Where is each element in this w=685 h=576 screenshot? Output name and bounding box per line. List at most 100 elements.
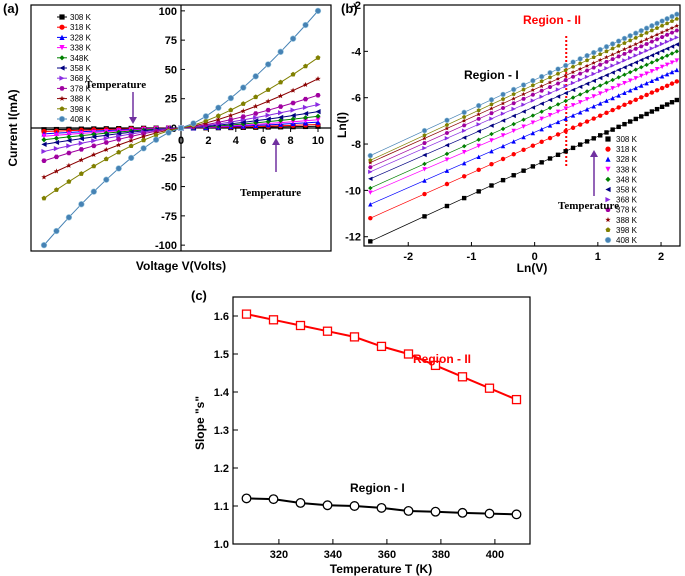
panel-b-data-point — [577, 100, 583, 105]
panel-b-region-i-label: Region - I — [464, 68, 519, 82]
panel-c-region-ii-point — [295, 320, 306, 331]
panel-b-data-point — [664, 62, 670, 68]
panel-a-legend-label: 378 K — [70, 84, 92, 93]
panel-b-data-point — [368, 185, 373, 191]
panel-b-data-point — [639, 57, 644, 63]
panel-b-data-point — [604, 54, 609, 60]
panel-b-data-point — [616, 49, 621, 54]
panel-b-data-point — [591, 86, 596, 91]
panel-a-data-point — [278, 104, 284, 109]
panel-b-data-point — [654, 66, 660, 72]
panel-a-data-point — [66, 162, 72, 168]
panel-a-data-point — [78, 140, 84, 146]
panel-b-data-point — [674, 67, 680, 73]
panel-a-data-point — [253, 115, 259, 121]
panel-a-legend-marker — [59, 65, 65, 71]
panel-a-data-point — [265, 87, 271, 92]
panel-a-data-point — [152, 136, 160, 143]
panel-b-data-point — [659, 35, 665, 39]
panel-a-data-point — [66, 131, 72, 137]
panel-b-legend-label: 388 K — [616, 216, 638, 225]
panel-b-data-point — [422, 178, 427, 183]
panel-b-data-point — [475, 102, 482, 109]
panel-b-data-point — [578, 61, 583, 66]
panel-b-data-point — [476, 189, 481, 194]
panel-a-legend-label: 408 K — [70, 115, 92, 124]
panel-a-xtick-label: 10 — [312, 135, 324, 147]
panel-a-data-point — [40, 241, 48, 249]
panel-a-data-point — [53, 139, 60, 146]
panel-a-ytick-label: 50 — [165, 64, 177, 76]
panel-a-data-point — [315, 101, 321, 108]
panel-b-legend-label: 308 K — [616, 135, 638, 144]
panel-b-data-point — [368, 160, 373, 165]
panel-b-data-point — [610, 95, 615, 101]
panel-b-data-point — [644, 42, 649, 46]
panel-b-data-point — [591, 65, 596, 70]
panel-a-data-point — [128, 134, 134, 139]
panel-b-data-point — [476, 154, 481, 159]
panel-b-data-point — [511, 128, 516, 134]
panel-a-data-point — [290, 119, 296, 125]
panel-b-data-point — [659, 74, 665, 79]
panel-a-data-point — [240, 119, 246, 125]
panel-c-region-i-point — [376, 502, 387, 513]
panel-b-data-point — [521, 87, 526, 92]
panel-b-data-point — [367, 152, 374, 159]
panel-b-data-point — [665, 21, 670, 26]
panel-b-data-point — [627, 62, 633, 68]
panel-b-data-point — [511, 152, 516, 157]
panel-c-region-ii-point — [322, 326, 333, 336]
panel-a-data-point — [53, 227, 60, 235]
panel-b-data-point — [654, 32, 660, 37]
panel-b-data-point — [649, 109, 655, 114]
panel-b-data-point — [547, 135, 553, 141]
panel-b-data-point — [422, 145, 427, 151]
panel-b-data-point — [654, 57, 660, 63]
panel-b-data-point — [638, 27, 644, 34]
panel-a-xtick-label: 0 — [178, 135, 184, 147]
panel-b-data-point — [633, 41, 639, 47]
panel-b-data-point — [500, 126, 506, 132]
panel-b-data-point — [633, 67, 638, 72]
panel-c-region-i-point — [295, 498, 306, 508]
panel-b-data-point — [598, 133, 603, 138]
panel-b-data-point — [461, 195, 467, 201]
panel-b-legend-marker — [604, 236, 612, 244]
panel-b-data-point — [584, 89, 590, 94]
panel-c-region-ii-point — [511, 394, 522, 405]
panel-b-data-point — [644, 48, 649, 53]
panel-a-data-point — [41, 137, 47, 143]
panel-b-data-point — [530, 130, 536, 136]
panel-b-data-point — [604, 59, 609, 64]
panel-b-data-point — [654, 20, 660, 27]
panel-b-data-point — [422, 141, 427, 145]
panel-b-data-point — [521, 117, 526, 122]
panel-b-data-point — [649, 90, 655, 95]
panel-c-label: (c) — [191, 288, 207, 303]
panel-b-data-point — [547, 97, 553, 103]
panel-b-data-point — [669, 25, 675, 30]
panel-b-data-point — [659, 55, 665, 61]
panel-b-data-point — [368, 202, 373, 207]
panel-b-data-point — [539, 94, 544, 99]
panel-b-data-point — [500, 118, 506, 123]
panel-b-data-point — [649, 69, 655, 74]
panel-b-data-point — [654, 106, 660, 112]
panel-c-ytick-label: 1.4 — [214, 387, 230, 399]
panel-c-xtick-label: 380 — [432, 549, 450, 561]
panel-b-legend-label: 378 K — [616, 206, 638, 215]
panel-b-data-point — [639, 95, 644, 100]
panel-b-data-point — [610, 70, 615, 75]
panel-b-data-point — [422, 161, 427, 167]
panel-b-data-point — [649, 28, 654, 33]
panel-b-data-point — [644, 92, 649, 98]
panel-b-data-point — [584, 52, 590, 59]
panel-b-data-point — [521, 91, 526, 97]
panel-c-region-i-point — [430, 506, 441, 517]
panel-b-data-point — [555, 87, 561, 92]
panel-b-data-point — [616, 105, 621, 110]
panel-b-data-point — [461, 150, 467, 155]
panel-a-data-point — [53, 135, 60, 141]
panel-b-data-point — [616, 67, 621, 73]
